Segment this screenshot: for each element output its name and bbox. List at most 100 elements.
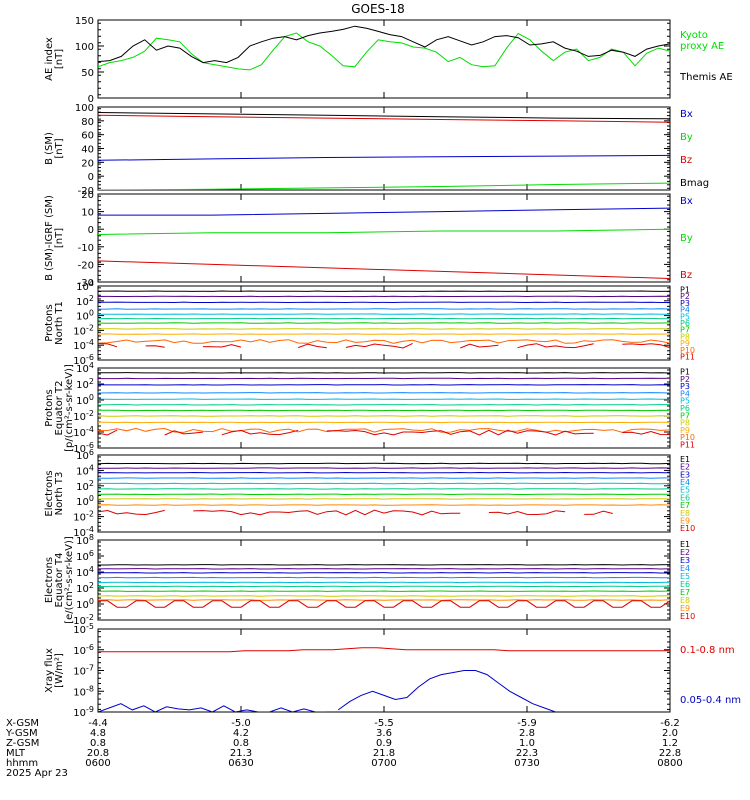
series-0-05-0-4-nm bbox=[337, 670, 465, 711]
series-group bbox=[98, 290, 670, 349]
plot-date: 2025 Apr 23 bbox=[6, 768, 68, 779]
series-themis-ae bbox=[98, 25, 670, 64]
y-tick-label: 106 bbox=[76, 549, 94, 563]
legend-label: P2 bbox=[680, 375, 690, 384]
legend-label: E5 bbox=[680, 486, 690, 495]
y-axis-label: Xray flux[W/m²] bbox=[44, 648, 65, 693]
y-tick-label: 100 bbox=[76, 597, 94, 611]
legend-label: E10 bbox=[680, 524, 695, 533]
series-bmag bbox=[98, 112, 670, 120]
series-by bbox=[98, 228, 670, 235]
y-tick-label: 10 bbox=[81, 208, 94, 219]
legend-label: P8 bbox=[680, 419, 690, 428]
series-kyoto bbox=[98, 32, 670, 71]
y-tick-label: 10-2 bbox=[73, 613, 94, 627]
legend-label: Bx bbox=[680, 109, 693, 120]
series-0-05-0-4-nm bbox=[98, 703, 327, 712]
x-tick-value: 0800 bbox=[657, 758, 682, 769]
y-tick-label: 100 bbox=[76, 393, 94, 407]
x-row-label: X-GSM bbox=[6, 718, 39, 729]
legend-label: E4 bbox=[680, 478, 690, 487]
y-tick-label: 104 bbox=[76, 463, 94, 477]
series-p11 bbox=[460, 343, 499, 349]
series-e1 bbox=[98, 462, 670, 465]
legend-label: E2 bbox=[680, 463, 690, 472]
y-tick-label: 106 bbox=[76, 448, 94, 462]
legend-label: Themis AE bbox=[679, 72, 733, 83]
legend-label: P10 bbox=[680, 433, 695, 442]
legend-label: P8 bbox=[680, 333, 690, 342]
y-axis-label: ElectronsEquator T4[e/(cm²-s-sr-keV)] bbox=[44, 536, 75, 624]
legend-label: E9 bbox=[680, 604, 690, 613]
x-tick-value: -5.5 bbox=[374, 718, 394, 729]
legend-label: Bmag bbox=[680, 178, 709, 189]
y-tick-label: 0 bbox=[88, 225, 94, 236]
legend-label: E5 bbox=[680, 572, 690, 581]
y-tick-label: 10-6 bbox=[73, 643, 94, 657]
series-p10 bbox=[98, 427, 670, 433]
series-group bbox=[98, 647, 670, 712]
legend-label: P1 bbox=[680, 285, 690, 294]
legend-label: E8 bbox=[680, 509, 690, 518]
y-tick-label: -20 bbox=[78, 260, 94, 271]
legend-label: E6 bbox=[680, 580, 690, 589]
legend-label: P3 bbox=[680, 299, 690, 308]
legend-label: Bz bbox=[680, 155, 692, 166]
legend-label: P4 bbox=[680, 390, 690, 399]
legend-label: proxy AE bbox=[680, 41, 724, 52]
x-tick-value: -5.9 bbox=[517, 718, 537, 729]
y-tick-label: 150 bbox=[75, 16, 94, 27]
legend-label: E1 bbox=[680, 455, 690, 464]
x-tick-value: 0700 bbox=[371, 758, 396, 769]
plot-title: GOES-18 bbox=[351, 2, 405, 16]
series-e7 bbox=[98, 493, 670, 496]
series-p11 bbox=[326, 429, 594, 436]
y-tick-label: 10-2 bbox=[73, 409, 94, 423]
legend: 0.1-0.8 nm 0.05-0.4 nm bbox=[680, 645, 741, 706]
x-tick-value: 0730 bbox=[514, 758, 539, 769]
legend-label: 0.05-0.4 nm bbox=[680, 695, 741, 706]
series-p11 bbox=[345, 342, 413, 349]
legend-label: P1 bbox=[680, 368, 690, 377]
x-tick-value: -4.4 bbox=[88, 718, 108, 729]
series-group bbox=[98, 207, 670, 279]
x-tick-value: -6.2 bbox=[660, 718, 680, 729]
legend-label: By bbox=[680, 233, 693, 244]
series-bz bbox=[98, 114, 670, 123]
y-tick-label: 60 bbox=[81, 131, 94, 142]
legend-label: Bx bbox=[680, 196, 693, 207]
panel-frame bbox=[97, 19, 671, 99]
x-axis-labels: X-GSMY-GSMZ-GSMMLThhmm-4.44.80.820.80600… bbox=[5, 718, 683, 779]
series-p11 bbox=[145, 345, 165, 348]
legend-label: P6 bbox=[680, 404, 690, 413]
y-tick-label: 20 bbox=[81, 158, 94, 169]
legend-label: P10 bbox=[680, 346, 695, 355]
legend-label: E8 bbox=[680, 596, 690, 605]
x-tick-value: 0.8 bbox=[233, 738, 249, 749]
x-tick-value: 0600 bbox=[85, 758, 110, 769]
y-tick-label: -10 bbox=[78, 243, 94, 254]
x-row-label: MLT bbox=[6, 748, 26, 759]
legend-label: P4 bbox=[680, 306, 690, 315]
legend-label: P9 bbox=[680, 339, 690, 348]
panel-frame bbox=[97, 628, 671, 713]
y-tick-label: 104 bbox=[76, 361, 94, 375]
x-tick-value: 0.9 bbox=[376, 738, 392, 749]
series-e9 bbox=[98, 504, 670, 506]
x-tick-value: 2.8 bbox=[519, 728, 535, 739]
y-tick-label: 100 bbox=[75, 42, 94, 53]
legend-label: Bz bbox=[680, 270, 692, 281]
x-tick-value: 0.8 bbox=[90, 738, 106, 749]
series-p11 bbox=[622, 343, 670, 349]
x-tick-value: 22.3 bbox=[516, 748, 538, 759]
legend: Bx By Bz bbox=[680, 196, 693, 281]
series-bx bbox=[98, 207, 670, 216]
series-p11 bbox=[622, 430, 670, 436]
panel-bsm: -20 0 20 40 60 80 100 B (SM)[nT] Bx By Bz Bmag bbox=[44, 103, 709, 197]
